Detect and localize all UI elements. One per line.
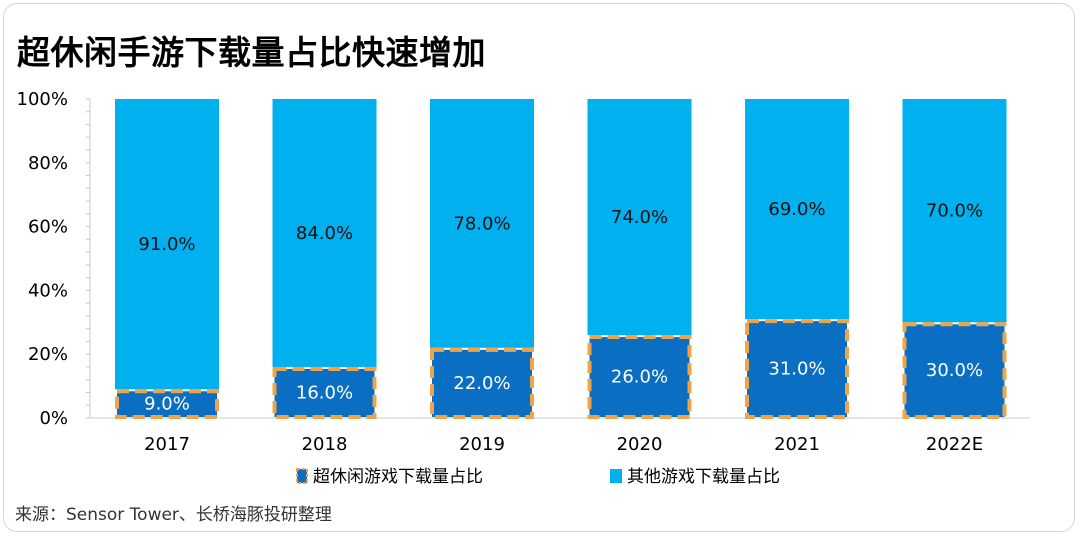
y-tick-label: 0% xyxy=(39,408,68,429)
bar-casual-2019 xyxy=(430,347,534,420)
value-label-casual-2017: 9.0% xyxy=(144,394,190,415)
value-label-other-2020: 74.0% xyxy=(611,207,668,228)
y-tick-label: 60% xyxy=(28,217,68,238)
legend-swatch-other xyxy=(610,469,622,483)
value-label-casual-2021: 31.0% xyxy=(768,359,825,380)
source-note: 来源：Sensor Tower、长桥海豚投研整理 xyxy=(15,505,332,525)
bar-other-2017 xyxy=(115,99,219,390)
bar-casual-2018 xyxy=(272,366,377,419)
value-label-casual-2020: 26.0% xyxy=(611,367,668,388)
value-label-other-2018: 84.0% xyxy=(296,223,353,244)
chart-frame xyxy=(3,3,1075,532)
value-label-other-2017: 91.0% xyxy=(138,234,195,255)
bar-casual-2020 xyxy=(587,335,692,419)
y-tick-label: 80% xyxy=(28,153,68,174)
bars: 91.0% 9.0% 2017 84.0% 16.0% 2018 78.0% 22.0% 201… xyxy=(115,99,1007,455)
bar-other-2020 xyxy=(587,99,692,336)
x-tick-label: 2017 xyxy=(144,434,190,455)
bar-other-2021 xyxy=(745,99,849,320)
bar-casual-2017 xyxy=(115,389,219,420)
value-label-other-2021: 69.0% xyxy=(768,199,825,220)
legend-label-casual: 超休闲游戏下载量占比 xyxy=(313,467,483,487)
bar-other-2022E xyxy=(902,99,1007,323)
x-tick-label: 2018 xyxy=(302,434,348,455)
bar-casual-2021 xyxy=(745,319,849,419)
y-tick-label: 100% xyxy=(17,89,68,110)
value-label-casual-2022E: 30.0% xyxy=(926,360,983,381)
value-label-other-2022E: 70.0% xyxy=(926,201,983,222)
legend-swatch-casual xyxy=(296,468,308,484)
value-label-casual-2018: 16.0% xyxy=(296,382,353,403)
x-tick-label: 2021 xyxy=(774,434,820,455)
value-label-casual-2019: 22.0% xyxy=(453,373,510,394)
y-tick-label: 20% xyxy=(28,344,68,365)
x-tick-label: 2022E xyxy=(926,434,983,455)
bar-other-2018 xyxy=(272,99,377,367)
bar-casual-2022E xyxy=(902,322,1007,419)
x-tick-label: 2020 xyxy=(617,434,663,455)
bar-other-2019 xyxy=(430,99,534,348)
y-tick-label: 40% xyxy=(28,280,68,301)
chart-title: 超休闲手游下载量占比快速增加 xyxy=(17,33,486,72)
y-axis: 0% 20% 40% 60% 80% 100% xyxy=(17,89,1030,429)
legend: 超休闲游戏下载量占比 其他游戏下载量占比 xyxy=(296,467,780,487)
x-tick-label: 2019 xyxy=(459,434,505,455)
legend-label-other: 其他游戏下载量占比 xyxy=(627,467,780,487)
value-label-other-2019: 78.0% xyxy=(453,213,510,234)
